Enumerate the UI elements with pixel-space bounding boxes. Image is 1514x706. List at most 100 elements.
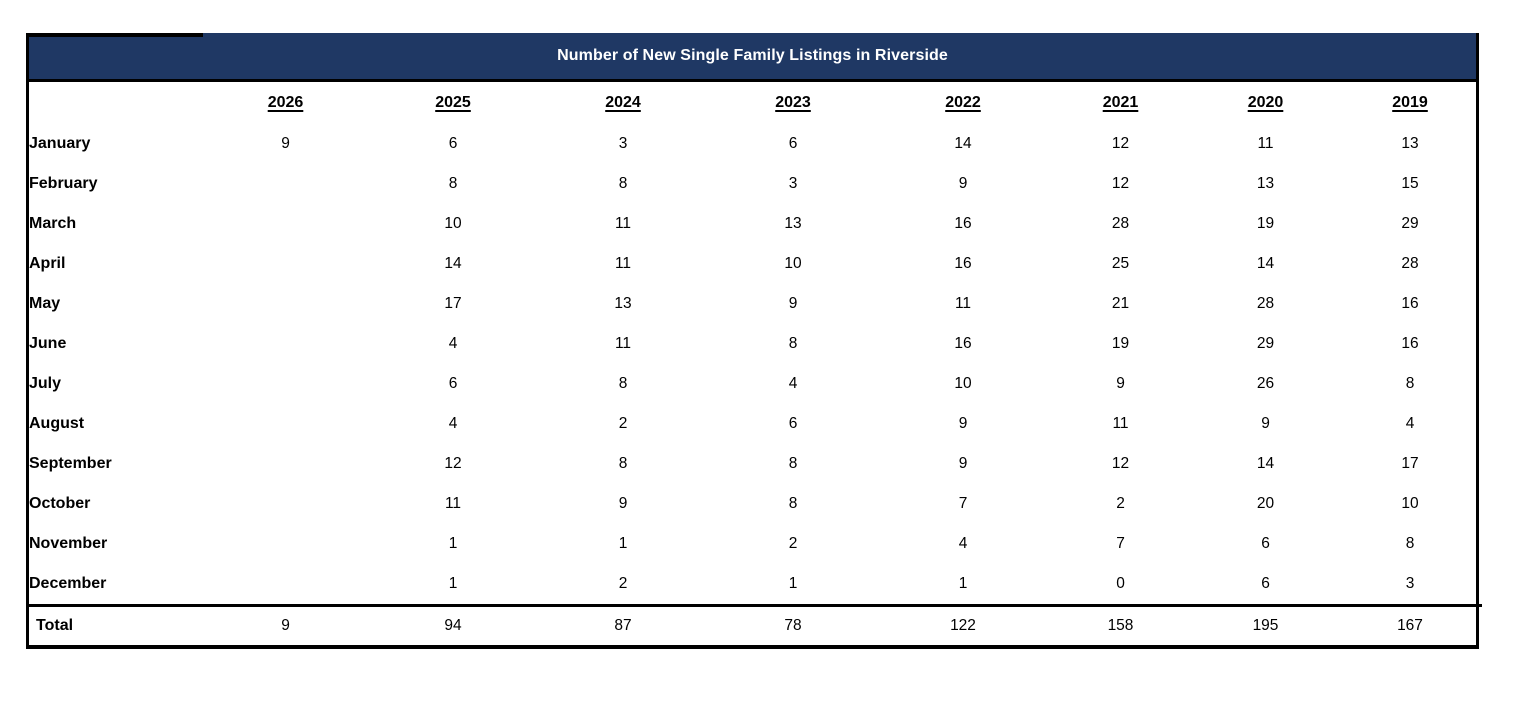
value-cell: 7	[958, 495, 968, 512]
value-cell: 11	[954, 295, 972, 312]
value-cell: 6	[788, 415, 798, 432]
value-cell: 10	[784, 255, 802, 272]
value-cell: 3	[618, 135, 628, 152]
value-cell: 8	[788, 335, 798, 352]
value-cell	[203, 164, 368, 204]
value-cell: 15	[1401, 175, 1419, 192]
value-cell: 9	[788, 295, 798, 312]
month-label: June	[29, 335, 67, 352]
total-value-cell: 167	[1397, 617, 1423, 634]
value-cell: 16	[1401, 295, 1419, 312]
year-header-row: 2026 2025 2024 2023 2022 2021 2020 2019	[29, 82, 1482, 124]
value-cell: 9	[618, 495, 628, 512]
month-label: September	[29, 455, 112, 472]
table-row: June 4 11 8 16 19 29 16	[29, 324, 1482, 364]
value-cell: 1	[618, 535, 628, 552]
total-value-cell: 195	[1252, 617, 1279, 634]
value-cell: 14	[444, 255, 462, 272]
title-top-border	[26, 33, 203, 37]
value-cell: 1	[448, 575, 458, 592]
value-cell: 2	[788, 535, 798, 552]
value-cell: 4	[1405, 415, 1415, 432]
value-cell: 1	[448, 535, 458, 552]
value-cell: 16	[954, 215, 972, 232]
value-cell: 4	[958, 535, 968, 552]
year-header-2026: 2026	[267, 94, 304, 111]
value-cell	[203, 204, 368, 244]
value-cell: 9	[281, 135, 290, 152]
total-value-cell: 9	[281, 617, 290, 634]
value-cell: 17	[1401, 455, 1419, 472]
value-cell: 6	[448, 375, 458, 392]
value-cell	[203, 524, 368, 564]
month-label: January	[29, 135, 91, 152]
table-row: December 1 2 1 1 0 6 3	[29, 564, 1482, 606]
value-cell: 13	[1401, 135, 1419, 152]
value-cell: 13	[784, 215, 802, 232]
table-title: Number of New Single Family Listings in …	[557, 47, 948, 64]
value-cell: 10	[954, 375, 972, 392]
value-cell: 19	[1111, 335, 1130, 352]
table-row: September 12 8 8 9 12 14 17	[29, 444, 1482, 484]
table-row: November 1 1 2 4 7 6 8	[29, 524, 1482, 564]
value-cell: 13	[614, 295, 632, 312]
value-cell: 10	[1401, 495, 1419, 512]
month-label: October	[29, 495, 91, 512]
value-cell: 4	[788, 375, 798, 392]
value-cell: 8	[618, 375, 628, 392]
value-cell	[203, 444, 368, 484]
value-cell: 8	[1405, 375, 1415, 392]
value-cell: 19	[1256, 215, 1275, 232]
value-cell: 11	[614, 255, 632, 272]
value-cell: 8	[618, 455, 628, 472]
month-label: December	[29, 575, 107, 592]
year-header-2020: 2020	[1247, 94, 1284, 111]
value-cell: 11	[1112, 415, 1129, 432]
value-cell: 8	[448, 175, 458, 192]
table-row: May 17 13 9 11 21 28 16	[29, 284, 1482, 324]
value-cell: 9	[1261, 415, 1270, 432]
value-cell: 11	[1257, 135, 1274, 152]
value-cell: 3	[1405, 575, 1415, 592]
value-cell: 8	[788, 495, 798, 512]
value-cell: 4	[448, 415, 458, 432]
value-cell: 6	[788, 135, 798, 152]
value-cell: 8	[618, 175, 628, 192]
value-cell: 12	[444, 455, 462, 472]
value-cell: 2	[618, 575, 628, 592]
value-cell: 10	[444, 215, 462, 232]
month-label: August	[29, 415, 85, 432]
value-cell: 1	[788, 575, 798, 592]
table-row: July 6 8 4 10 9 26 8	[29, 364, 1482, 404]
value-cell: 9	[958, 415, 968, 432]
value-cell: 2	[1116, 495, 1125, 512]
value-cell: 25	[1111, 255, 1130, 272]
year-header-2024: 2024	[605, 94, 641, 111]
table-row: January 9 6 3 6 14 12 11 13	[29, 124, 1482, 164]
value-cell: 0	[1116, 575, 1125, 592]
total-label: Total	[36, 617, 74, 634]
month-label: February	[29, 175, 98, 192]
value-cell: 28	[1111, 215, 1130, 232]
listings-table: Number of New Single Family Listings in …	[26, 33, 1482, 649]
value-cell: 11	[614, 335, 632, 352]
value-cell: 12	[1111, 135, 1130, 152]
total-row: Total 9 94 87 78 122 158 195 167	[29, 605, 1482, 646]
value-cell: 9	[958, 455, 968, 472]
value-cell: 28	[1256, 295, 1275, 312]
table-row: August 4 2 6 9 11 9 4	[29, 404, 1482, 444]
value-cell: 11	[444, 495, 462, 512]
value-cell: 26	[1256, 375, 1275, 392]
value-cell: 6	[1261, 575, 1270, 592]
value-cell: 16	[1401, 335, 1419, 352]
value-cell	[203, 244, 368, 284]
month-label: May	[29, 295, 61, 312]
value-cell: 16	[954, 255, 972, 272]
value-cell: 29	[1401, 215, 1419, 232]
total-value-cell: 122	[950, 617, 976, 634]
year-header-2022: 2022	[945, 94, 981, 111]
total-value-cell: 78	[784, 617, 802, 634]
value-cell: 9	[958, 175, 968, 192]
value-cell: 12	[1111, 175, 1130, 192]
